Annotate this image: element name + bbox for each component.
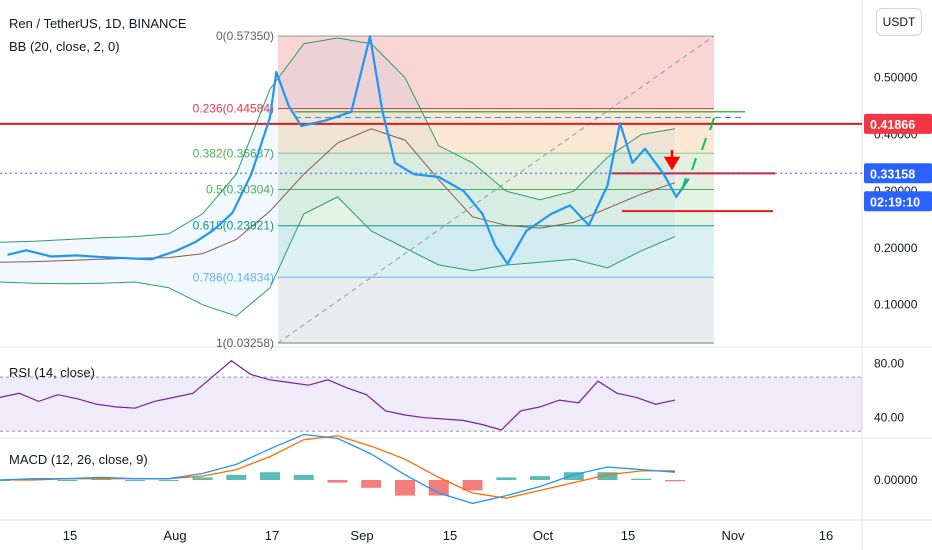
price-line[interactable] bbox=[7, 35, 690, 265]
bollinger-upper-band bbox=[0, 37, 676, 243]
price-label-resistance-text: 0.41866 bbox=[870, 118, 915, 132]
fib-level-label: 0.382(0.36687) bbox=[193, 146, 274, 160]
rsi-axis-label: 40.00 bbox=[874, 411, 904, 425]
fib-zone bbox=[278, 153, 714, 190]
macd-axis-label: 0.00000 bbox=[874, 473, 918, 487]
time-axis-label: 17 bbox=[265, 528, 279, 543]
time-axis-label: Nov bbox=[721, 528, 745, 543]
macd-histogram-bar bbox=[530, 476, 550, 480]
macd-histogram-bar bbox=[293, 474, 314, 480]
rsi-line[interactable] bbox=[0, 360, 676, 431]
macd-histogram-bar bbox=[631, 478, 652, 480]
rsi-legend[interactable]: RSI (14, close) bbox=[9, 365, 95, 380]
time-axis-label: Sep bbox=[350, 528, 373, 543]
rsi-axis-label: 80.00 bbox=[874, 357, 904, 371]
fib-zone bbox=[278, 189, 714, 226]
fib-level-label: 0.5(0.30304) bbox=[206, 183, 274, 197]
macd-histogram-bar bbox=[361, 480, 382, 488]
macd-histogram-bar bbox=[260, 472, 280, 480]
time-axis-label: 15 bbox=[443, 528, 457, 543]
macd-histogram-bar bbox=[428, 480, 449, 496]
macd-histogram-bar bbox=[462, 480, 483, 491]
macd-histogram-bar bbox=[597, 472, 618, 480]
price-label-last bbox=[864, 163, 932, 184]
fib-zone bbox=[278, 277, 714, 343]
time-axis-label: Aug bbox=[163, 528, 186, 543]
price-axis-label: 0.50000 bbox=[874, 71, 918, 85]
macd-signal-line[interactable] bbox=[0, 435, 675, 499]
countdown-label-text: 02:19:10 bbox=[870, 195, 920, 209]
time-axis-label: 16 bbox=[819, 528, 833, 543]
macd-histogram-bar bbox=[57, 480, 78, 481]
fib-level-label: 1(0.03258) bbox=[216, 336, 274, 350]
price-axis-label: 0.10000 bbox=[874, 298, 918, 312]
fib-trend-line bbox=[277, 35, 715, 344]
countdown-label bbox=[864, 191, 932, 212]
macd-line[interactable] bbox=[0, 433, 676, 505]
macd-histogram-bar bbox=[226, 474, 247, 480]
currency-button[interactable]: USDT bbox=[876, 8, 922, 36]
fib-zone bbox=[278, 225, 714, 278]
symbol-title: Ren / TetherUS, 1D, BINANCE bbox=[9, 16, 187, 31]
fibonacci-retracement[interactable]: 0(0.57350) 0.236(0.44584) 0.382(0.36687) 0.… bbox=[193, 29, 715, 350]
price-axis-label: 0.20000 bbox=[874, 241, 918, 255]
macd-histogram-bar bbox=[192, 477, 213, 480]
price-label-resistance bbox=[864, 113, 932, 134]
macd-histogram-bar bbox=[327, 480, 348, 483]
bollinger-fill bbox=[0, 38, 675, 317]
down-arrow-icon bbox=[663, 150, 681, 171]
price-label-last-text: 0.33158 bbox=[870, 167, 915, 181]
time-axis-label: Oct bbox=[533, 528, 554, 543]
projection-path bbox=[681, 117, 715, 191]
fib-zone bbox=[278, 36, 714, 109]
fib-level-label: 0.236(0.44584) bbox=[193, 101, 274, 115]
bollinger-legend[interactable]: BB (20, close, 2, 0) bbox=[9, 39, 120, 54]
macd-histogram-bar bbox=[563, 472, 584, 480]
macd-legend[interactable]: MACD (12, 26, close, 9) bbox=[9, 452, 148, 467]
fib-zone bbox=[278, 108, 714, 154]
macd-histogram-bar bbox=[158, 480, 179, 481]
time-axis-label: 15 bbox=[63, 528, 77, 543]
fib-level-label: 0.786(0.14834) bbox=[193, 270, 274, 284]
bollinger-basis bbox=[0, 128, 676, 263]
macd-histogram-bar bbox=[665, 480, 685, 482]
fib-level-label: 0(0.57350) bbox=[216, 29, 274, 43]
macd-histogram-bar bbox=[395, 480, 415, 496]
bollinger-lower-band bbox=[0, 196, 676, 317]
rsi-band bbox=[0, 377, 862, 432]
macd-histogram-bar bbox=[496, 477, 517, 480]
time-axis-label: 15 bbox=[621, 528, 635, 543]
macd-histogram-bar bbox=[125, 480, 145, 481]
